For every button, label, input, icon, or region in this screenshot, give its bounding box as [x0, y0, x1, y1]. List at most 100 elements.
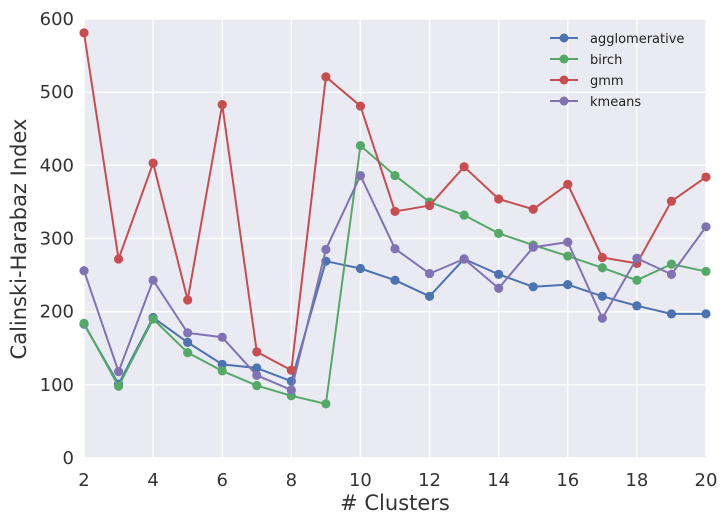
series-kmeans	[79, 170, 711, 395]
data-point-gmm	[321, 72, 331, 82]
data-point-agglomerative	[217, 359, 227, 369]
legend-marker	[559, 75, 569, 85]
legend-item-agglomerative: agglomerative	[550, 32, 684, 47]
data-point-gmm	[355, 101, 366, 111]
data-point-birch	[113, 381, 124, 391]
y-tick-label: 200	[40, 302, 74, 323]
data-point-birch	[632, 275, 642, 285]
y-tick-label: 100	[40, 375, 74, 396]
data-point-kmeans	[424, 269, 435, 279]
data-point-kmeans	[666, 269, 677, 279]
data-point-gmm	[390, 206, 400, 217]
data-point-kmeans	[217, 332, 227, 342]
data-point-gmm	[563, 179, 573, 189]
data-point-agglomerative	[424, 291, 435, 301]
data-point-kmeans	[494, 283, 504, 293]
data-point-kmeans	[79, 266, 89, 276]
data-point-birch	[183, 348, 193, 358]
data-point-kmeans	[563, 237, 573, 247]
data-point-agglomerative	[183, 337, 193, 347]
legend-label: birch	[590, 53, 622, 68]
y-tick-label: 0	[63, 448, 74, 469]
x-tick-label: 16	[556, 470, 579, 491]
gridlines	[83, 18, 707, 459]
data-point-kmeans	[632, 253, 642, 263]
data-point-agglomerative	[252, 363, 262, 373]
data-point-gmm	[459, 162, 469, 172]
data-point-gmm	[79, 28, 89, 38]
data-point-birch	[666, 259, 677, 269]
data-point-birch	[252, 380, 262, 391]
data-point-gmm	[217, 100, 227, 110]
data-point-birch	[148, 314, 158, 324]
y-tick-labels: 0 100 200 300 400 500 600	[40, 9, 74, 469]
y-axis-label: Calinski-Harabaz Index	[7, 119, 31, 360]
data-point-birch	[597, 263, 607, 273]
x-tick-label: 4	[147, 470, 158, 491]
x-tick-label: 10	[349, 470, 372, 491]
legend-label: agglomerative	[590, 32, 684, 47]
x-axis-label: # Clusters	[340, 491, 450, 515]
x-tick-labels: 2 4 6 8 10 12 14 16 18 20	[78, 470, 717, 491]
y-tick-label: 600	[40, 9, 74, 30]
series-lines	[79, 28, 711, 409]
data-point-agglomerative	[494, 269, 504, 279]
data-point-kmeans	[528, 242, 538, 252]
data-point-gmm	[597, 252, 607, 263]
legend-marker	[559, 54, 569, 64]
y-tick-label: 300	[40, 229, 74, 250]
data-point-gmm	[494, 194, 504, 204]
data-point-agglomerative	[355, 263, 366, 274]
data-point-agglomerative	[390, 275, 400, 285]
legend-item-gmm: gmm	[550, 74, 624, 89]
data-point-gmm	[286, 365, 296, 375]
data-point-birch	[79, 318, 89, 328]
data-point-kmeans	[459, 254, 469, 264]
data-point-gmm	[252, 347, 262, 357]
series-gmm	[79, 28, 711, 375]
data-point-kmeans	[252, 370, 262, 380]
data-point-gmm	[666, 196, 677, 206]
x-tick-label: 20	[695, 470, 718, 491]
data-point-agglomerative	[563, 279, 573, 290]
data-point-birch	[459, 210, 469, 220]
data-point-gmm	[148, 158, 158, 168]
data-point-gmm	[183, 295, 193, 305]
data-point-gmm	[528, 204, 538, 214]
legend-label: kmeans	[590, 95, 641, 110]
x-tick-label: 6	[216, 470, 227, 491]
data-point-birch	[217, 366, 227, 376]
y-tick-label: 400	[40, 155, 74, 176]
legend-marker	[559, 33, 569, 43]
x-tick-label: 14	[487, 470, 510, 491]
data-point-birch	[701, 266, 711, 277]
data-point-birch	[563, 251, 573, 261]
data-point-agglomerative	[632, 301, 642, 311]
data-point-birch	[390, 170, 400, 181]
data-point-kmeans	[355, 170, 366, 181]
legend-label: gmm	[590, 74, 624, 89]
data-point-kmeans	[597, 313, 607, 323]
data-point-agglomerative	[666, 309, 677, 319]
data-point-kmeans	[286, 385, 296, 395]
data-point-agglomerative	[701, 309, 711, 319]
legend: agglomerative birch gmm kmeans	[550, 32, 684, 110]
data-point-kmeans	[321, 244, 331, 255]
x-tick-label: 18	[625, 470, 648, 491]
legend-marker	[559, 96, 569, 106]
data-point-gmm	[701, 172, 711, 182]
x-tick-label: 12	[418, 470, 441, 491]
data-point-kmeans	[113, 367, 124, 377]
data-point-birch	[355, 140, 366, 151]
data-point-agglomerative	[528, 282, 538, 292]
data-point-gmm	[424, 200, 435, 211]
data-point-gmm	[113, 254, 124, 264]
data-point-kmeans	[148, 275, 158, 285]
data-point-kmeans	[701, 222, 711, 232]
data-point-kmeans	[390, 244, 400, 254]
data-point-kmeans	[183, 328, 193, 338]
x-tick-label: 8	[286, 470, 297, 491]
x-tick-label: 2	[78, 470, 89, 491]
